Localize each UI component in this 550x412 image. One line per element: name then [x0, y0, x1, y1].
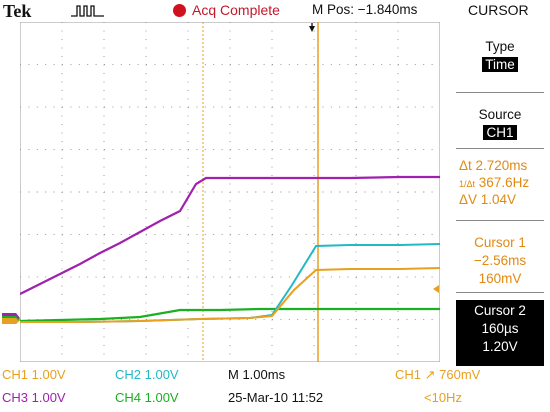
- waveform-display: [20, 22, 440, 362]
- acquisition-stopped-icon: [173, 4, 186, 17]
- source-label: Source: [478, 107, 522, 122]
- cursor-2-label: Cursor 2: [474, 303, 526, 318]
- menu-title: CURSOR: [468, 2, 529, 18]
- ch3-scale: CH3 1.00V: [2, 390, 66, 405]
- cursor-2-value: 1.20V: [482, 339, 518, 354]
- cursor-2-box[interactable]: [456, 300, 544, 366]
- ch4-trace: [20, 307, 440, 323]
- ch1-trace: [20, 267, 440, 323]
- source-selector[interactable]: CH1: [456, 124, 544, 141]
- cursor-1-time: −2.56ms: [473, 253, 527, 268]
- top-status-bar: Tek Acq Complete M Pos: −1.840ms CURSOR: [0, 0, 550, 22]
- separator: [456, 148, 544, 149]
- trigger-setting: CH1 ↗ 760mV: [395, 367, 481, 382]
- type-value[interactable]: Time: [482, 57, 518, 72]
- inverse-delta-time-value: 367.6Hz: [478, 175, 530, 190]
- main-position: M Pos: −1.840ms: [312, 2, 418, 17]
- bottom-status-bar: CH1 1.00V CH2 1.00V M 1.00ms CH1 ↗ 760mV…: [0, 364, 550, 412]
- ch1-scale: CH1 1.00V: [2, 367, 66, 382]
- inverse-delta-time: 1/Δt 367.6Hz: [459, 175, 530, 190]
- delta-time: Δt 2.720ms: [459, 158, 528, 173]
- separator: [456, 92, 544, 93]
- timebase: M 1.00ms: [228, 367, 286, 382]
- trigger-pulse-icon: [71, 5, 104, 17]
- date-time: 25-Mar-10 11:52: [228, 390, 324, 405]
- type-selector[interactable]: Time: [456, 56, 544, 73]
- separator: [456, 220, 544, 221]
- graticule: [20, 22, 440, 362]
- ch3-trace: [20, 175, 440, 295]
- delta-voltage: ΔV 1.04V: [459, 192, 517, 207]
- type-label: Type: [485, 39, 515, 54]
- trigger-position-icon: [309, 26, 315, 32]
- trigger-level-icon: [433, 285, 439, 293]
- ch4-scale: CH4 1.00V: [115, 390, 179, 405]
- trigger-frequency: <10Hz: [424, 390, 462, 405]
- cursor-1-label[interactable]: Cursor 1: [474, 235, 526, 250]
- acquisition-status: Acq Complete: [192, 2, 280, 18]
- cursor-side-menu: Type Time Source CH1 Δt 2.720ms 1/Δt 367…: [456, 24, 550, 374]
- cursor-1-value: 160mV: [478, 271, 522, 286]
- cursor-2-time: 160µs: [481, 321, 519, 336]
- channel-markers: [2, 313, 20, 324]
- source-value[interactable]: CH1: [483, 125, 517, 140]
- separator: [456, 292, 544, 293]
- brand-logo: Tek: [3, 1, 32, 21]
- ch2-scale: CH2 1.00V: [115, 367, 179, 382]
